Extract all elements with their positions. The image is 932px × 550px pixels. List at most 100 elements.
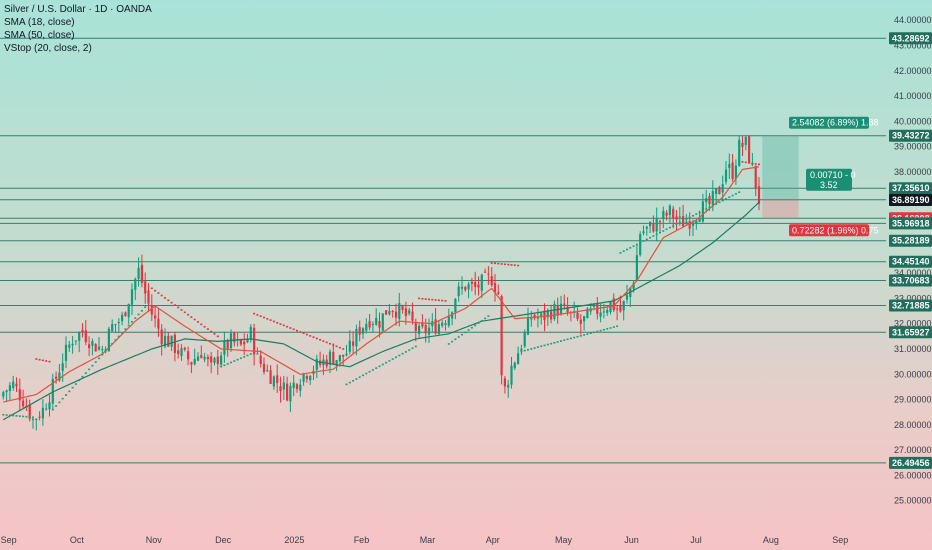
position-stop-badge[interactable]	[789, 224, 869, 237]
current-price-tag[interactable]	[889, 193, 932, 206]
candle-body[interactable]	[507, 384, 510, 388]
candle-body[interactable]	[226, 340, 229, 349]
candle-body[interactable]	[616, 308, 619, 310]
candle-body[interactable]	[705, 198, 708, 203]
candle-body[interactable]	[154, 315, 157, 319]
candle-body[interactable]	[2, 392, 5, 397]
candle-body[interactable]	[497, 292, 500, 294]
candle-body[interactable]	[18, 389, 21, 401]
candle-body[interactable]	[606, 309, 609, 314]
position-target-badge[interactable]	[789, 116, 869, 129]
candle-body[interactable]	[454, 298, 457, 313]
candle-body[interactable]	[114, 324, 117, 326]
candle-body[interactable]	[81, 329, 84, 333]
candle-body[interactable]	[220, 355, 223, 365]
candle-body[interactable]	[266, 370, 269, 372]
candle-body[interactable]	[731, 162, 734, 180]
candle-body[interactable]	[163, 336, 167, 347]
candle-body[interactable]	[147, 290, 150, 303]
candle-body[interactable]	[543, 310, 546, 321]
candle-body[interactable]	[566, 306, 569, 313]
price-level-tag[interactable]	[889, 182, 932, 195]
candle-body[interactable]	[88, 344, 91, 349]
candle-body[interactable]	[15, 383, 18, 387]
candle-body[interactable]	[104, 349, 107, 351]
candle-body[interactable]	[378, 321, 381, 328]
candle-body[interactable]	[361, 328, 365, 334]
legend-sma50[interactable]: SMA (50, close)	[4, 30, 75, 41]
candle-body[interactable]	[130, 289, 134, 305]
candle-body[interactable]	[180, 348, 183, 357]
candle-body[interactable]	[708, 195, 711, 205]
candle-body[interactable]	[365, 324, 368, 331]
candle-body[interactable]	[467, 284, 470, 290]
price-level-tag[interactable]	[889, 326, 932, 339]
candle-body[interactable]	[517, 353, 520, 365]
candle-body[interactable]	[652, 223, 655, 232]
candle-body[interactable]	[295, 384, 299, 390]
candle-body[interactable]	[394, 311, 398, 318]
candle-body[interactable]	[678, 216, 681, 218]
candle-body[interactable]	[635, 255, 638, 281]
candle-body[interactable]	[754, 165, 757, 189]
candle-body[interactable]	[391, 310, 394, 313]
candle-body[interactable]	[22, 400, 25, 407]
candle-body[interactable]	[546, 310, 549, 318]
candle-body[interactable]	[751, 163, 754, 165]
candle-body[interactable]	[398, 303, 401, 319]
candle-body[interactable]	[579, 319, 582, 324]
candle-body[interactable]	[45, 408, 48, 410]
candle-body[interactable]	[695, 220, 698, 224]
candle-body[interactable]	[239, 339, 242, 345]
candle-body[interactable]	[599, 312, 602, 317]
candle-body[interactable]	[553, 303, 556, 320]
candle-body[interactable]	[510, 365, 513, 385]
candle-body[interactable]	[728, 163, 731, 169]
candle-body[interactable]	[269, 370, 272, 384]
candle-body[interactable]	[668, 205, 671, 215]
candle-body[interactable]	[563, 303, 566, 305]
candle-body[interactable]	[203, 356, 206, 360]
candle-body[interactable]	[424, 325, 427, 334]
candle-body[interactable]	[213, 357, 216, 363]
candle-body[interactable]	[688, 221, 691, 229]
candle-body[interactable]	[718, 186, 721, 195]
candle-body[interactable]	[243, 341, 246, 345]
candle-body[interactable]	[111, 324, 114, 332]
price-level-tag[interactable]	[889, 255, 932, 268]
candle-body[interactable]	[741, 142, 744, 147]
candle-body[interactable]	[342, 354, 345, 357]
candle-body[interactable]	[639, 234, 642, 255]
candle-body[interactable]	[602, 311, 605, 313]
price-level-tag[interactable]	[889, 299, 932, 312]
candle-body[interactable]	[632, 283, 635, 289]
candle-body[interactable]	[292, 382, 295, 389]
candle-body[interactable]	[474, 282, 477, 287]
candle-body[interactable]	[526, 317, 530, 335]
candle-body[interactable]	[193, 359, 196, 365]
candle-body[interactable]	[556, 305, 559, 316]
candle-body[interactable]	[675, 216, 678, 220]
candle-body[interactable]	[335, 360, 338, 366]
candle-body[interactable]	[748, 136, 751, 163]
candle-body[interactable]	[451, 312, 454, 319]
candle-body[interactable]	[385, 310, 388, 315]
candle-body[interactable]	[160, 329, 163, 345]
candle-body[interactable]	[619, 305, 622, 312]
candle-body[interactable]	[523, 331, 526, 347]
candle-body[interactable]	[490, 276, 493, 286]
candle-body[interactable]	[55, 376, 58, 379]
candle-body[interactable]	[41, 407, 44, 419]
candle-body[interactable]	[437, 324, 440, 334]
candle-body[interactable]	[134, 278, 137, 290]
legend-sma18[interactable]: SMA (18, close)	[4, 17, 75, 28]
candle-body[interactable]	[137, 267, 140, 279]
candle-body[interactable]	[470, 281, 473, 284]
candle-body[interactable]	[487, 273, 490, 275]
candle-body[interactable]	[655, 218, 658, 232]
candle-body[interactable]	[460, 286, 464, 289]
candle-body[interactable]	[530, 317, 533, 320]
candle-body[interactable]	[183, 347, 186, 350]
candle-body[interactable]	[140, 264, 143, 283]
candle-body[interactable]	[503, 378, 506, 387]
